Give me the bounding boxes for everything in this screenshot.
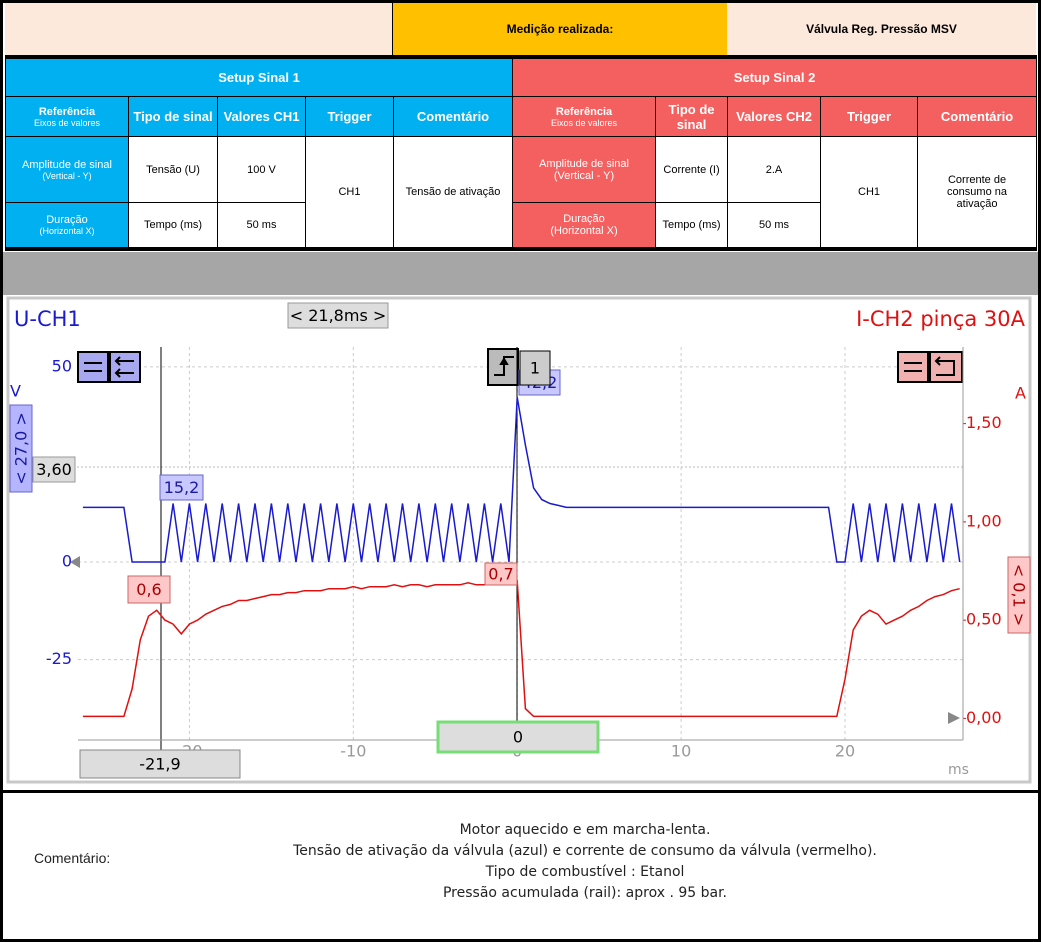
annotation: 15,2 xyxy=(164,478,200,497)
annotation: < 27,0 > xyxy=(12,412,31,485)
annotation: < 21,8ms > xyxy=(290,306,387,325)
cell: Corrente (I) xyxy=(655,136,729,203)
y2-tick-label: 0,50 xyxy=(966,610,1002,629)
annotation: -21,9 xyxy=(139,755,180,774)
measured-label: Medição realizada: xyxy=(393,3,727,55)
trigger-icon xyxy=(487,348,519,386)
annotation-box xyxy=(1007,556,1031,634)
header-cell: Trigger xyxy=(820,96,919,137)
row-name: Amplitude de sinal xyxy=(22,158,112,171)
header-cell: Referência Eixos de valores xyxy=(5,96,129,137)
annotation-box xyxy=(159,474,204,501)
y2-tick-label: 0,00 xyxy=(966,708,1002,727)
comment-label: Comentário: xyxy=(34,850,111,866)
setup-title: Setup Sinal 2 xyxy=(512,58,1038,97)
blank-cell xyxy=(5,3,393,55)
cell: 2.A xyxy=(727,136,822,203)
annotation: 0,7 xyxy=(488,565,513,584)
scope-chart: -20-1001020500-251,501,000,500,00U-CH1I-… xyxy=(3,295,1038,790)
cell: Tensão (U) xyxy=(128,136,218,203)
setup-table: Setup Sinal 1 Setup Sinal 2 Referência Ei… xyxy=(4,55,1038,251)
y-tick-label: 50 xyxy=(52,356,72,375)
row-name: Duração xyxy=(46,214,88,226)
cell: 100 V xyxy=(217,136,306,203)
comment-line: Tipo de combustível : Etanol xyxy=(485,864,685,880)
series-name: U-CH1 xyxy=(14,307,81,331)
cell: CH1 xyxy=(820,136,919,248)
annotation: < 0,1 > xyxy=(1010,564,1029,626)
cell: Tensão de ativação xyxy=(392,136,514,248)
x-tick-label: -10 xyxy=(340,742,366,761)
left-icons xyxy=(77,351,141,383)
annotation-box xyxy=(32,456,76,483)
x-axis-label: ms xyxy=(948,762,969,778)
row-label: Duração (Horizontal X) xyxy=(5,202,129,248)
header-cell: Comentário xyxy=(392,96,514,137)
row-sub: (Horizontal X) xyxy=(39,226,95,236)
annotation: 0 xyxy=(513,728,523,747)
header-cell: Tipo de sinal xyxy=(128,96,218,137)
row-label: Amplitude de sinal (Vertical - Y) xyxy=(5,136,129,203)
header-cell: Valores CH1 xyxy=(217,96,306,137)
annotation-box xyxy=(287,302,389,329)
annotation-box xyxy=(9,404,33,493)
cell: Tempo (ms) xyxy=(655,202,729,248)
zero-marker xyxy=(948,712,960,724)
row-name: Amplitude de sinal xyxy=(539,157,629,170)
row-label: Amplitude de sinal (Vertical - Y) xyxy=(512,136,657,203)
x-tick-label: 10 xyxy=(671,742,691,761)
annotation-box xyxy=(519,350,551,386)
series-line xyxy=(82,397,961,563)
y2-axis-label: A xyxy=(1015,384,1026,403)
header-text: Referência xyxy=(38,105,96,118)
y-tick-label: 0 xyxy=(62,552,72,571)
row-sub: (Vertical - Y) xyxy=(42,170,92,181)
header-sub: Eixos de valores xyxy=(33,117,101,128)
x-tick-label: 20 xyxy=(835,742,855,761)
comment-lines: Motor aquecido e em marcha-lenta. Tensão … xyxy=(240,820,930,904)
header-cell: Referência Eixos de valores xyxy=(512,96,657,137)
annotation-box xyxy=(484,562,518,586)
setup-title: Setup Sinal 1 xyxy=(4,58,514,97)
header-cell: Trigger xyxy=(305,96,394,137)
row-label: Duração (Horizontal X) xyxy=(512,202,657,248)
row-sub: (Vertical - Y) xyxy=(553,169,615,182)
cell: CH1 xyxy=(305,136,394,248)
header-sub: Eixos de valores xyxy=(550,117,618,128)
series-line xyxy=(82,579,960,718)
annotation: 0,6 xyxy=(136,580,161,599)
cell: Tempo (ms) xyxy=(128,202,218,248)
comment-line: Pressão acumulada (rail): aprox . 95 bar… xyxy=(442,885,728,901)
header-cell: Comentário xyxy=(917,96,1038,137)
header-cell: Valores CH2 xyxy=(727,96,822,137)
comment-line: Tensão de ativação da válvula (azul) e c… xyxy=(293,843,877,859)
series-name: I-CH2 pinça 30A xyxy=(856,307,1026,331)
divider xyxy=(3,790,1038,793)
header-cell: Tipo de sinal xyxy=(655,96,729,137)
annotation-box xyxy=(436,720,600,754)
cell: 50 ms xyxy=(217,202,306,248)
annotation-box xyxy=(79,749,241,779)
row-name: Duração xyxy=(563,213,605,225)
zero-marker xyxy=(70,556,80,568)
comment-line: Motor aquecido e em marcha-lenta. xyxy=(459,822,711,838)
header-text: Referência xyxy=(555,105,613,118)
y-tick-label: -25 xyxy=(46,649,72,668)
cell: 50 ms xyxy=(727,202,822,248)
right-icons xyxy=(897,351,963,383)
y2-tick-label: 1,50 xyxy=(966,413,1002,432)
y2-tick-label: 1,00 xyxy=(966,511,1002,530)
annotation-box xyxy=(127,575,171,604)
frame xyxy=(6,296,1032,784)
y-axis-label: V xyxy=(10,382,21,401)
cell: Corrente de consumo na ativação xyxy=(917,136,1038,248)
annotation: 1 xyxy=(530,359,540,378)
gray-bar xyxy=(3,252,1038,295)
annotation: 3,60 xyxy=(36,460,72,479)
row-sub: (Horizontal X) xyxy=(550,225,618,237)
table: Setup Sinal 1 Setup Sinal 2 Referência Ei… xyxy=(4,58,1038,248)
measured-value: Válvula Reg. Pressão MSV xyxy=(727,3,1036,55)
